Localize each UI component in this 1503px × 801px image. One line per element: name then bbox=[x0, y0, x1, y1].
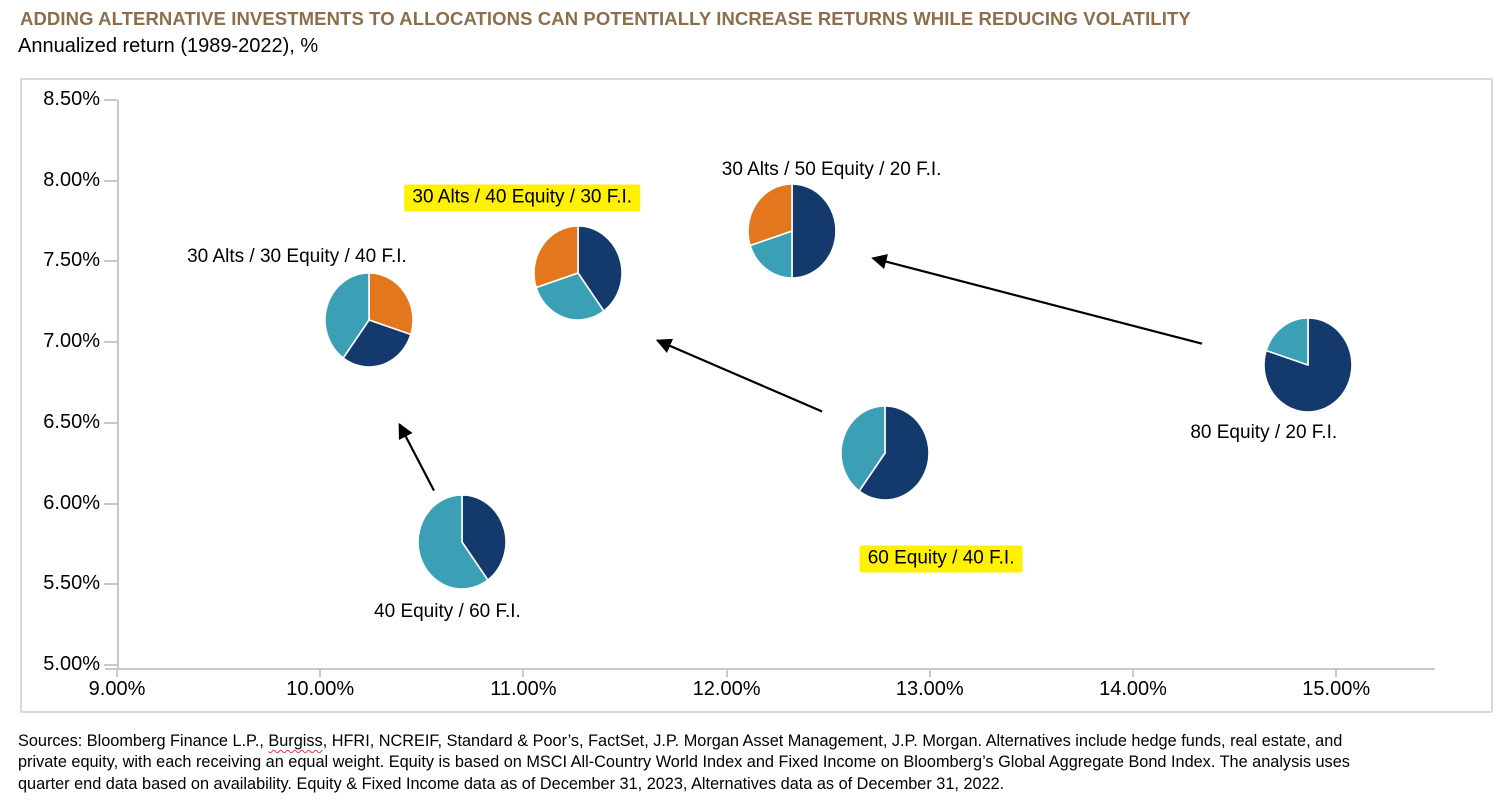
y-axis-line bbox=[117, 100, 119, 670]
y-tick-mark bbox=[104, 502, 117, 505]
x-tick-mark bbox=[928, 668, 931, 677]
pie-marker bbox=[417, 494, 508, 590]
x-tick-label: 9.00% bbox=[88, 678, 146, 700]
chart-title: ADDING ALTERNATIVE INVESTMENTS TO ALLOCA… bbox=[20, 8, 1191, 29]
pie-slice-fixed_income bbox=[324, 271, 370, 359]
pie-marker bbox=[746, 182, 837, 279]
pie-slice-equity bbox=[858, 405, 930, 502]
x-tick-mark bbox=[725, 668, 728, 677]
pie-slice-alts bbox=[368, 271, 414, 335]
pie-slice-fixed_income bbox=[1265, 316, 1309, 366]
x-tick-mark bbox=[522, 668, 525, 677]
y-tick-label: 8.00% bbox=[43, 168, 100, 191]
misspelled-word: Burgiss bbox=[268, 732, 323, 750]
pie-slice-fixed_income bbox=[417, 494, 490, 590]
trend-arrow bbox=[398, 422, 435, 492]
trend-arrows bbox=[398, 254, 1203, 492]
x-tick-label: 10.00% bbox=[286, 678, 355, 700]
x-tick-mark bbox=[1132, 668, 1134, 677]
source-text: , HFRI, NCREIF, Standard & Poor’s, FactS… bbox=[322, 732, 1343, 750]
y-tick-mark bbox=[104, 663, 117, 666]
source-text: Sources: Bloomberg Finance L.P., bbox=[18, 732, 269, 750]
y-tick-label: 5.00% bbox=[43, 652, 100, 675]
x-tick-label: 11.00% bbox=[490, 678, 557, 700]
x-tick-mark bbox=[116, 668, 118, 677]
pie-marker bbox=[840, 405, 930, 502]
point-label-highlighted: 60 Equity / 40 F.I. bbox=[859, 545, 1023, 573]
trend-arrow bbox=[655, 338, 823, 413]
y-tick-mark bbox=[104, 260, 117, 263]
y-tick-label: 6.50% bbox=[43, 410, 100, 433]
y-tick-mark bbox=[104, 421, 117, 424]
source-line: Sources: Bloomberg Finance L.P., Burgiss… bbox=[18, 731, 1495, 752]
pie-slice-equity bbox=[790, 182, 837, 279]
point-label: 40 Equity / 60 F.I. bbox=[374, 601, 521, 623]
source-line: quarter end data based on availability. … bbox=[18, 774, 1495, 795]
y-tick-label: 7.00% bbox=[43, 330, 100, 353]
pie-slice-equity bbox=[461, 494, 508, 582]
x-tick-label: 14.00% bbox=[1099, 678, 1167, 700]
source-note: Sources: Bloomberg Finance L.P., Burgiss… bbox=[18, 731, 1495, 795]
y-tick-label: 8.50% bbox=[43, 88, 100, 110]
source-text: quarter end data based on availability. … bbox=[18, 774, 1005, 793]
plot-area: 8.50% 8.00% 7.50% 7.00% 6.50% 6.00% 5.50% 5.00%… bbox=[20, 78, 1493, 713]
y-tick-label: 7.50% bbox=[43, 249, 100, 272]
x-tick-mark bbox=[1335, 668, 1338, 677]
trend-arrow bbox=[871, 254, 1203, 345]
x-tick-mark bbox=[319, 668, 322, 677]
pie-marker bbox=[324, 271, 414, 368]
x-tick-label: 12.00% bbox=[692, 678, 761, 700]
y-tick-mark bbox=[104, 99, 117, 101]
y-tick-mark bbox=[104, 583, 117, 586]
point-label: 30 Alts / 50 Equity / 20 F.I. bbox=[721, 158, 942, 180]
x-tick-label: 13.00% bbox=[895, 678, 964, 700]
chart-subtitle: Annualized return (1989-2022), % bbox=[18, 35, 319, 57]
x-axis-line bbox=[105, 668, 1435, 670]
pie-marker bbox=[533, 224, 624, 321]
source-line: private equity, with each receiving an e… bbox=[18, 752, 1495, 773]
y-tick-label: 6.00% bbox=[43, 491, 100, 514]
source-text: private equity, with each receiving an e… bbox=[18, 753, 1350, 772]
pie-slice-fixed_income bbox=[840, 405, 886, 493]
pie-marker bbox=[1262, 316, 1353, 413]
pie-slice-fixed_income bbox=[748, 229, 793, 279]
y-tick-mark bbox=[104, 179, 117, 182]
x-tick-label: 15.00% bbox=[1302, 678, 1371, 700]
point-label-highlighted: 30 Alts / 40 Equity / 30 F.I. bbox=[404, 184, 641, 212]
pie-slice-fixed_income bbox=[535, 271, 605, 321]
pie-slice-alts bbox=[746, 182, 793, 247]
pie-slice-equity bbox=[342, 318, 412, 368]
pie-slice-equity bbox=[577, 224, 624, 312]
y-tick-label: 5.50% bbox=[43, 572, 100, 595]
point-label: 80 Equity / 20 F.I. bbox=[1190, 421, 1338, 443]
y-tick-mark bbox=[104, 341, 117, 344]
pie-slice-alts bbox=[533, 224, 580, 289]
point-label: 30 Alts / 30 Equity / 40 F.I. bbox=[187, 245, 407, 267]
